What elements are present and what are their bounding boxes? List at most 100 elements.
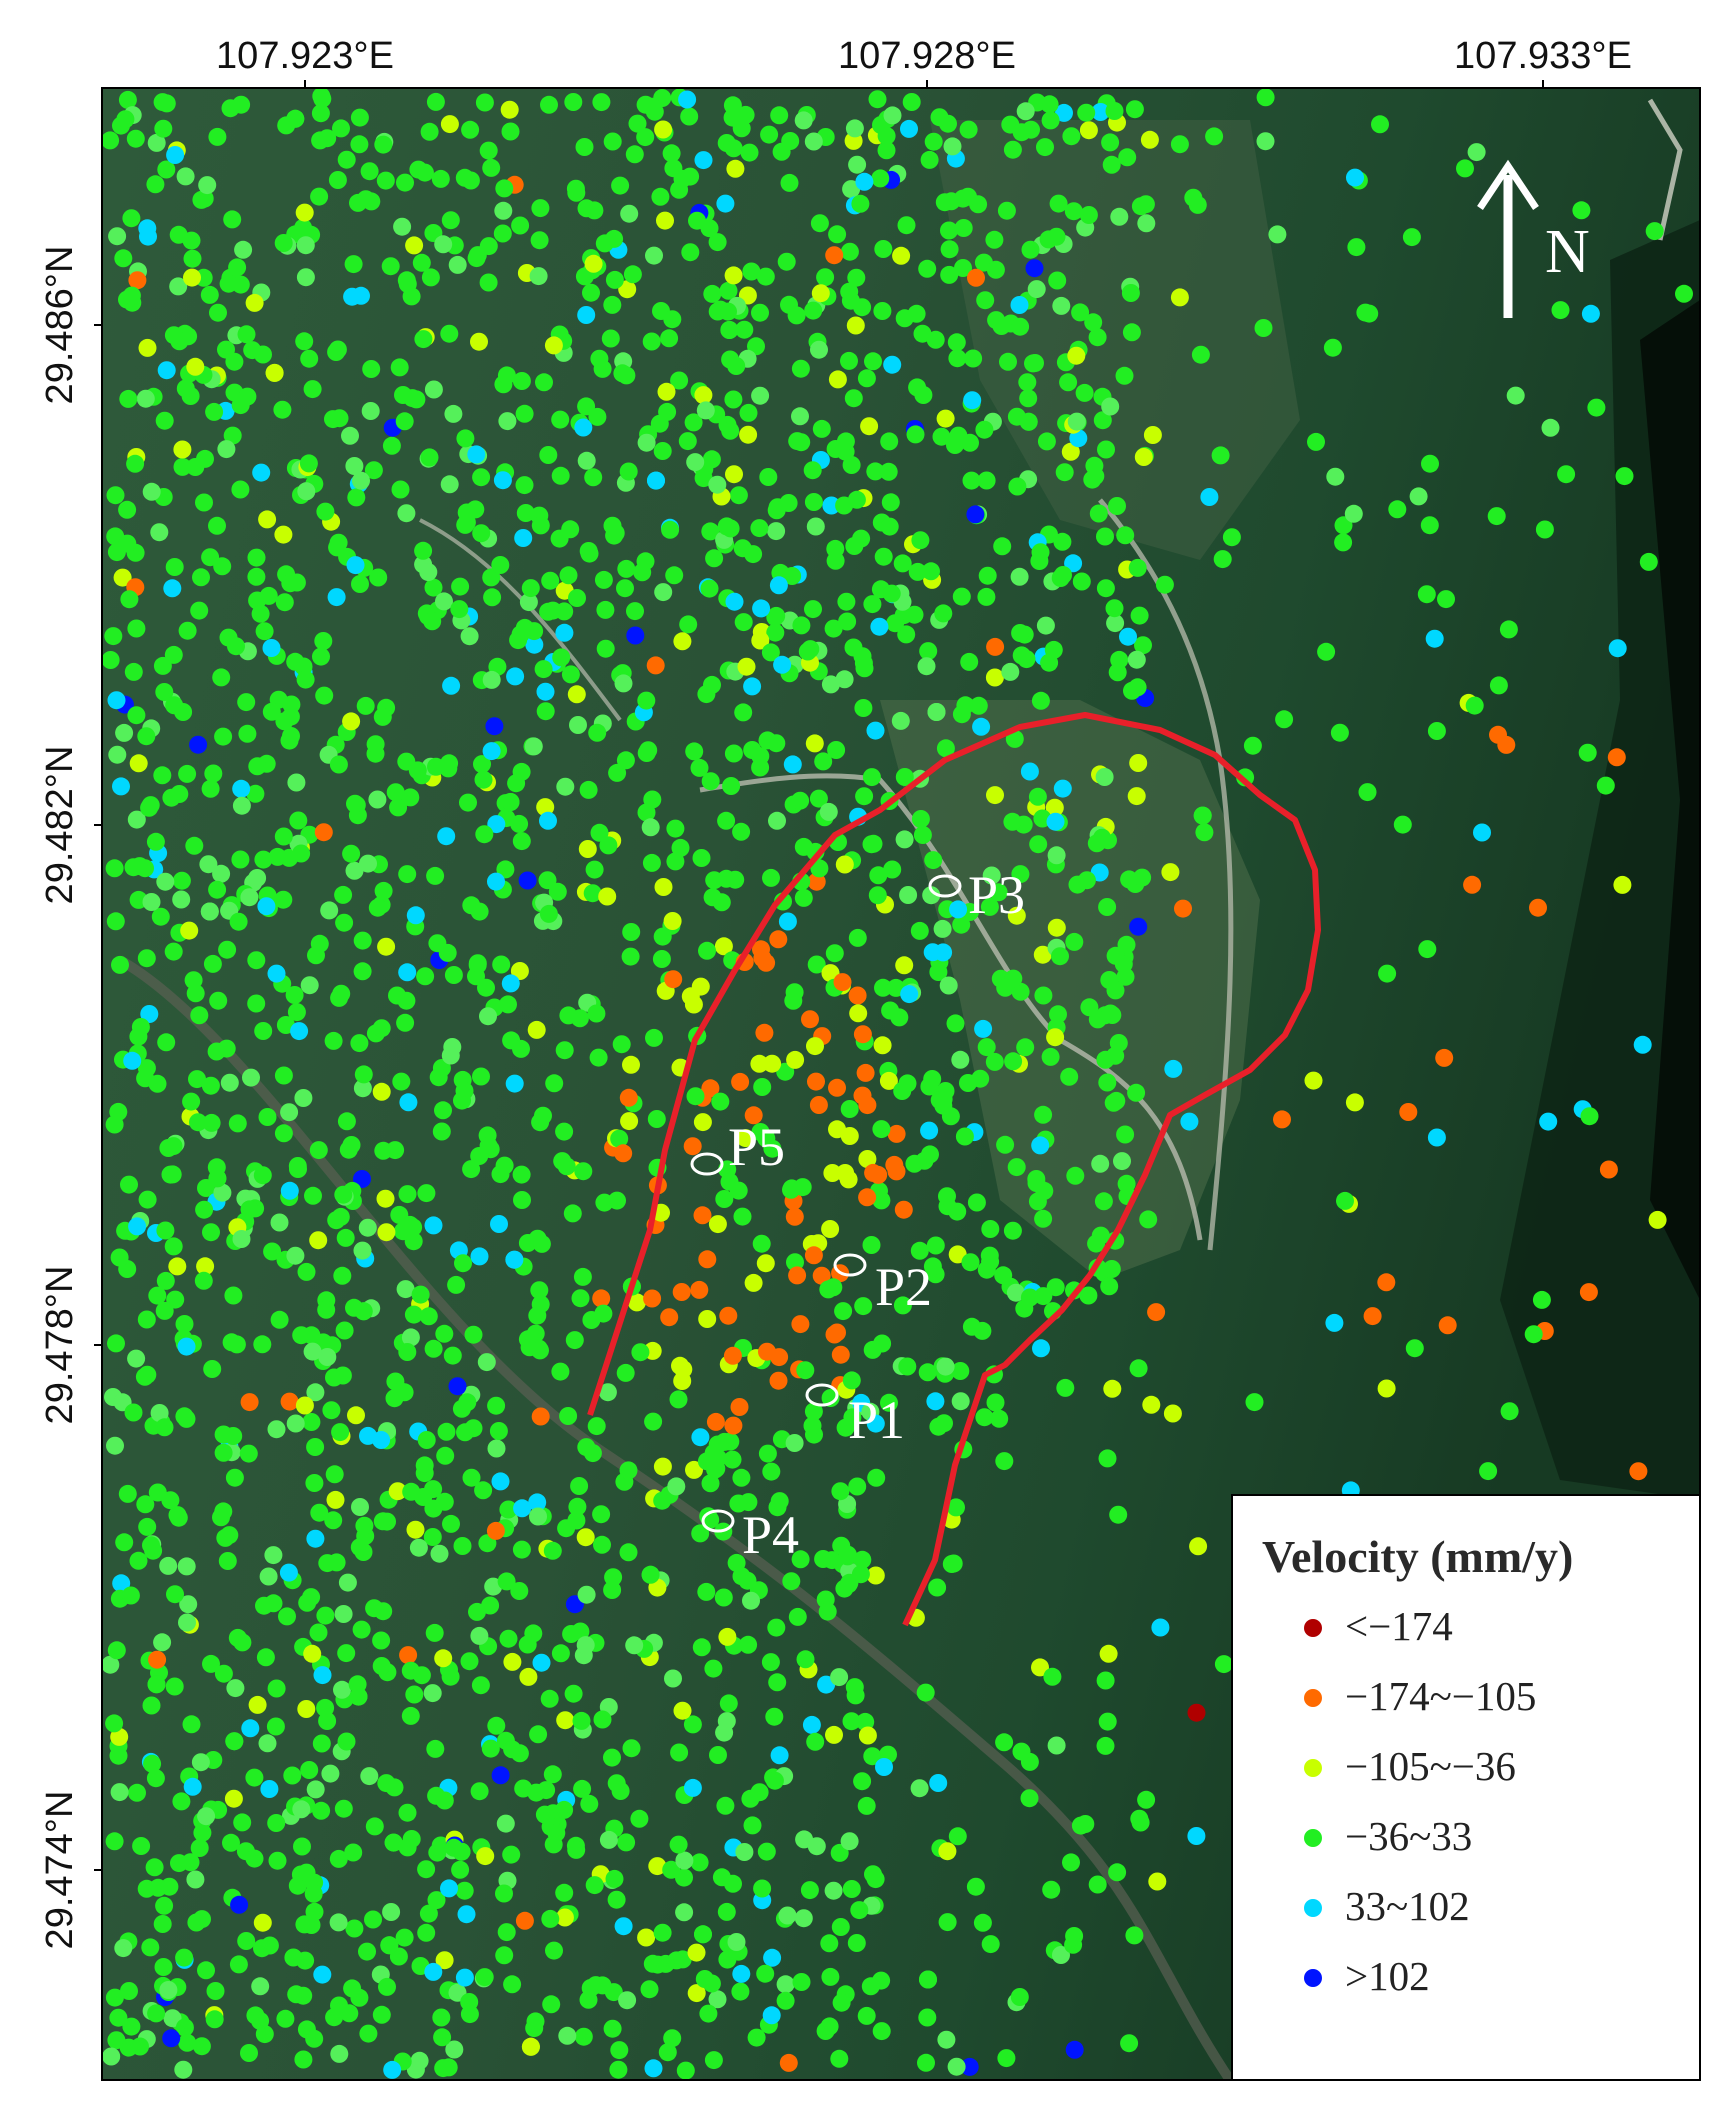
velocity-point bbox=[980, 1246, 999, 1265]
velocity-point bbox=[196, 1257, 215, 1276]
velocity-point bbox=[758, 1342, 776, 1361]
velocity-point bbox=[1187, 1827, 1206, 1845]
velocity-point bbox=[703, 284, 722, 303]
velocity-point bbox=[330, 988, 349, 1007]
velocity-point bbox=[656, 211, 674, 230]
velocity-point bbox=[863, 1747, 882, 1766]
velocity-point bbox=[877, 141, 896, 160]
velocity-point bbox=[926, 330, 945, 349]
velocity-point bbox=[372, 2005, 391, 2024]
velocity-point bbox=[174, 2060, 193, 2079]
velocity-point bbox=[584, 254, 603, 273]
point-marker-p2[interactable]: P2 bbox=[833, 1253, 932, 1317]
velocity-point bbox=[369, 568, 388, 587]
velocity-point bbox=[359, 2024, 378, 2043]
point-marker-p1[interactable]: P1 bbox=[805, 1383, 905, 1450]
velocity-point bbox=[353, 1079, 372, 1098]
velocity-point bbox=[405, 236, 424, 255]
velocity-point bbox=[791, 791, 810, 810]
velocity-point bbox=[892, 246, 911, 265]
velocity-point bbox=[385, 1389, 404, 1408]
velocity-point bbox=[300, 976, 319, 995]
velocity-point bbox=[445, 2040, 464, 2059]
velocity-point bbox=[398, 1343, 417, 1361]
velocity-point bbox=[248, 869, 267, 887]
velocity-point bbox=[318, 1348, 337, 1366]
velocity-point bbox=[108, 745, 127, 764]
velocity-point bbox=[594, 1304, 613, 1323]
point-marker-p4[interactable]: P4 bbox=[701, 1505, 799, 1565]
velocity-point bbox=[840, 242, 859, 261]
velocity-point bbox=[563, 1204, 582, 1223]
velocity-point bbox=[1425, 629, 1444, 648]
velocity-point bbox=[242, 1068, 260, 1087]
velocity-point bbox=[921, 1145, 939, 1164]
velocity-point bbox=[340, 2004, 359, 2023]
point-marker-p3[interactable]: P3 bbox=[928, 865, 1025, 925]
velocity-point bbox=[247, 951, 266, 970]
velocity-point bbox=[806, 517, 825, 536]
velocity-point bbox=[569, 716, 587, 734]
velocity-point bbox=[470, 1147, 489, 1165]
velocity-point bbox=[128, 271, 147, 290]
velocity-point bbox=[555, 1883, 574, 1902]
velocity-point bbox=[1034, 1287, 1053, 1306]
point-label-p5: P5 bbox=[728, 1117, 785, 1177]
velocity-point bbox=[874, 547, 893, 566]
velocity-point bbox=[643, 790, 662, 809]
velocity-point bbox=[647, 1110, 666, 1128]
velocity-point bbox=[828, 1120, 846, 1139]
velocity-point bbox=[701, 1474, 720, 1493]
velocity-point bbox=[311, 131, 330, 150]
velocity-point bbox=[637, 1928, 656, 1947]
velocity-point bbox=[640, 1980, 659, 1999]
velocity-point bbox=[1003, 812, 1022, 831]
velocity-point bbox=[253, 1335, 272, 1354]
velocity-point bbox=[1106, 614, 1125, 633]
velocity-point bbox=[477, 1353, 496, 1372]
point-marker-p5[interactable]: P5 bbox=[690, 1117, 785, 1177]
velocity-point bbox=[840, 351, 858, 370]
velocity-point bbox=[1148, 1872, 1167, 1891]
velocity-point bbox=[1134, 636, 1152, 655]
velocity-point bbox=[203, 1360, 222, 1378]
velocity-point bbox=[601, 329, 620, 348]
velocity-point bbox=[172, 871, 191, 890]
velocity-point bbox=[897, 625, 916, 644]
velocity-point bbox=[295, 1396, 314, 1415]
velocity-point bbox=[548, 882, 567, 901]
velocity-point bbox=[309, 1141, 328, 1160]
velocity-point bbox=[1123, 681, 1141, 700]
velocity-point bbox=[507, 774, 526, 793]
velocity-point bbox=[396, 1280, 415, 1299]
velocity-point bbox=[735, 320, 754, 339]
velocity-point bbox=[212, 864, 231, 883]
velocity-point bbox=[844, 389, 863, 408]
velocity-point bbox=[479, 273, 498, 292]
velocity-point bbox=[719, 1306, 738, 1325]
velocity-point bbox=[577, 397, 596, 416]
velocity-point bbox=[1438, 1316, 1457, 1335]
velocity-point bbox=[246, 784, 265, 803]
velocity-point bbox=[1188, 195, 1207, 214]
velocity-point bbox=[858, 1726, 877, 1745]
velocity-point bbox=[131, 2037, 149, 2056]
velocity-point bbox=[345, 1919, 364, 1938]
velocity-point bbox=[292, 1800, 311, 1819]
velocity-point bbox=[1256, 88, 1275, 107]
velocity-point bbox=[678, 90, 697, 109]
velocity-point bbox=[1151, 1618, 1170, 1637]
velocity-point bbox=[444, 404, 463, 423]
velocity-point bbox=[503, 1975, 522, 1994]
velocity-point bbox=[902, 93, 921, 111]
velocity-point bbox=[887, 1124, 906, 1143]
velocity-point bbox=[203, 954, 222, 973]
velocity-point bbox=[595, 234, 614, 253]
velocity-point bbox=[155, 1301, 174, 1320]
velocity-point bbox=[923, 1257, 942, 1276]
velocity-point bbox=[397, 504, 416, 523]
velocity-point bbox=[372, 1657, 391, 1675]
velocity-point bbox=[214, 1443, 233, 1462]
velocity-point bbox=[927, 703, 946, 721]
velocity-point bbox=[685, 742, 704, 761]
